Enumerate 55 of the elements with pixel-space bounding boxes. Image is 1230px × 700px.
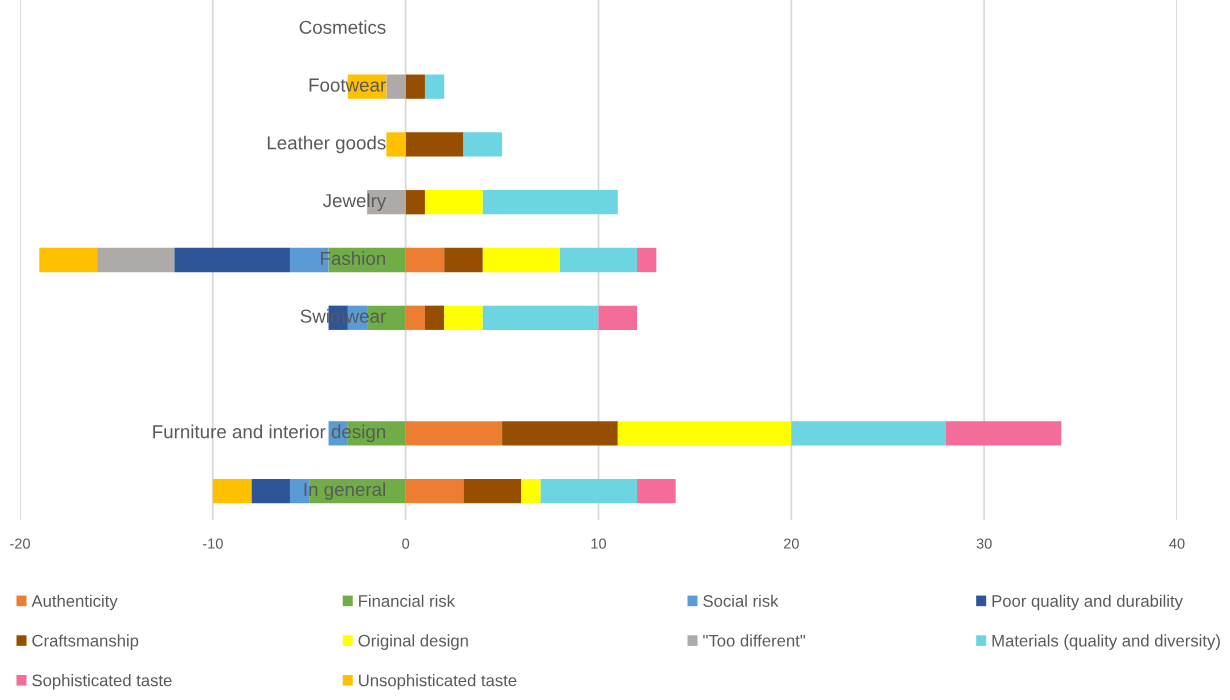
bar <box>405 190 425 215</box>
x-tick-label: -10 <box>202 538 223 549</box>
bar <box>521 478 541 504</box>
bar <box>617 421 792 446</box>
bar <box>424 190 483 215</box>
bar <box>444 305 483 330</box>
bar <box>444 247 483 273</box>
bar <box>482 305 599 330</box>
x-tick-label: 30 <box>976 538 992 549</box>
bar <box>212 478 252 504</box>
bar <box>424 74 445 99</box>
legend-label: "Too different" <box>703 634 806 647</box>
bar <box>482 190 618 215</box>
bar <box>463 132 503 157</box>
y-tick-label: Cosmetics <box>299 20 386 34</box>
bar <box>502 421 618 446</box>
bar <box>424 305 445 330</box>
bar <box>405 247 445 273</box>
legend-label: Materials (quality and diversity) <box>992 634 1220 650</box>
legend-label: Authenticity <box>31 594 118 611</box>
legend-label: Craftsmanship <box>32 634 139 650</box>
x-tick-label: 0 <box>402 538 410 549</box>
legend-label: Poor quality and durability <box>992 594 1183 611</box>
bar <box>39 247 98 273</box>
bar <box>405 478 464 504</box>
y-tick-label: Leather goods <box>267 135 386 154</box>
bar <box>559 247 638 273</box>
bar <box>386 74 406 99</box>
bar <box>598 305 638 330</box>
legend-label: Unsophisticated taste <box>359 674 517 690</box>
bar <box>405 74 425 99</box>
y-tick-label: Swimwear <box>300 309 386 323</box>
bar <box>405 421 503 446</box>
bar <box>482 247 560 273</box>
x-tick-label: -20 <box>10 538 30 549</box>
bar <box>405 132 464 157</box>
bar <box>251 478 290 504</box>
bar <box>540 478 638 504</box>
bar <box>386 132 406 157</box>
bar <box>97 247 175 273</box>
bar <box>174 247 290 273</box>
bar <box>945 421 1062 446</box>
legend-label: Financial risk <box>359 594 456 607</box>
x-tick-label: 20 <box>783 538 799 549</box>
y-tick-label: Jewelry <box>322 193 387 211</box>
bar <box>463 478 522 504</box>
x-tick-label: 40 <box>1169 538 1185 549</box>
legend-label: Sophisticated taste <box>32 674 172 690</box>
bar <box>405 305 425 330</box>
bar <box>637 247 657 273</box>
bar <box>637 478 676 504</box>
legend-label: Original design <box>358 634 468 650</box>
x-tick-label: 10 <box>591 538 607 549</box>
legend-label: Social risk <box>703 594 779 607</box>
bar <box>791 421 946 446</box>
